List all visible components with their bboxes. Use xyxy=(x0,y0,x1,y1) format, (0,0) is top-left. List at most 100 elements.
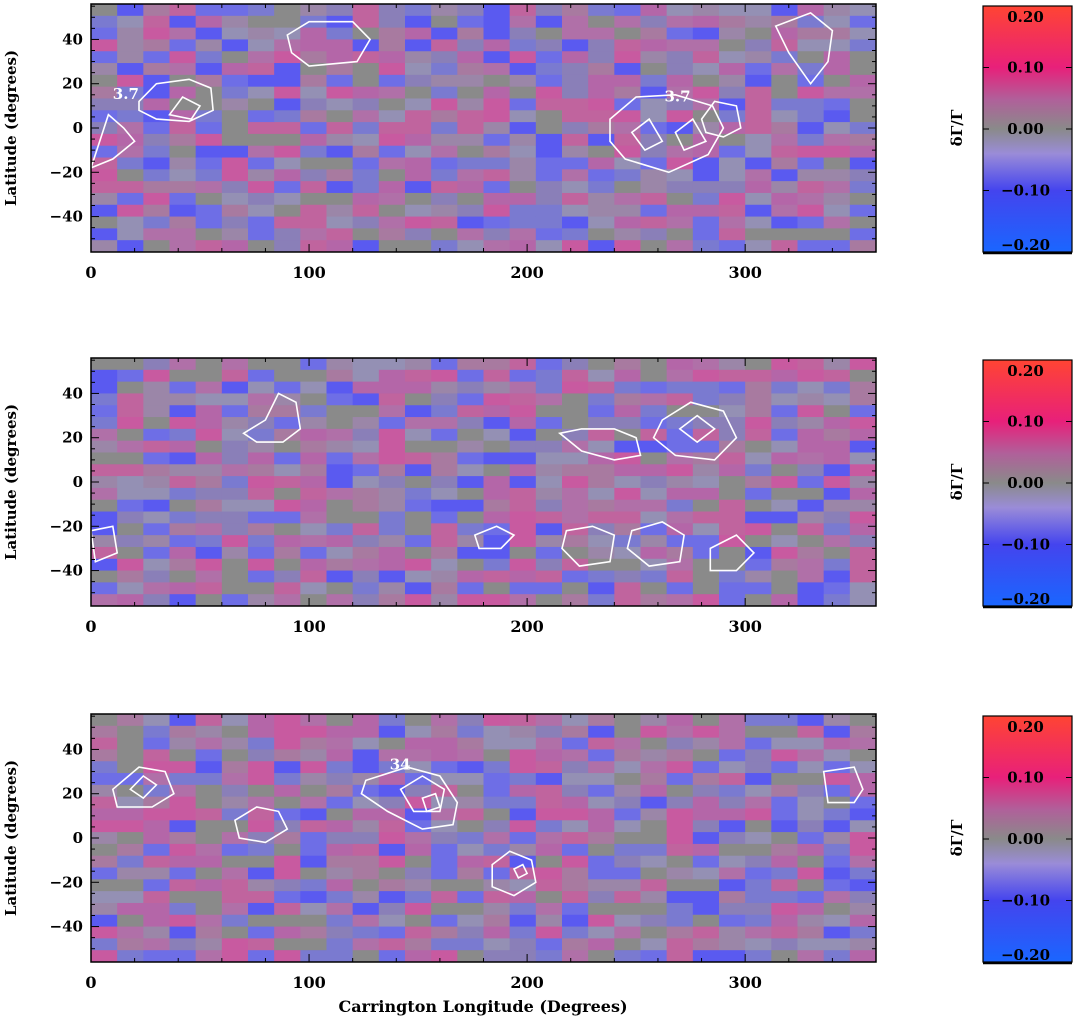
heatmap-cell xyxy=(300,523,327,536)
heatmap-cell xyxy=(248,546,275,560)
heatmap-cell xyxy=(666,428,694,442)
heatmap-cell xyxy=(692,582,720,595)
heatmap-cell xyxy=(431,428,458,442)
heatmap-cell xyxy=(719,428,746,442)
heatmap-cell xyxy=(692,523,720,536)
heatmap-cell xyxy=(719,843,746,857)
heatmap-cell xyxy=(91,796,118,809)
heatmap-cell xyxy=(405,86,432,99)
heatmap-cell xyxy=(431,511,458,524)
heatmap-cell xyxy=(849,902,877,916)
contour-line xyxy=(674,117,708,152)
heatmap-cell xyxy=(352,440,380,453)
heatmap-cell xyxy=(274,773,301,786)
x-tick-label: 300 xyxy=(728,617,761,636)
heatmap-cell xyxy=(378,417,406,430)
heatmap-cell xyxy=(745,796,772,809)
heatmap-cell xyxy=(535,511,563,524)
heatmap-cell xyxy=(509,63,537,76)
heatmap-cell xyxy=(692,938,720,951)
heatmap-cell xyxy=(849,773,877,786)
heatmap-cell xyxy=(326,820,354,833)
heatmap-cell xyxy=(509,228,537,241)
heatmap-cell xyxy=(378,428,406,442)
heatmap-cell xyxy=(797,832,825,845)
heatmap-cell xyxy=(352,157,380,170)
heatmap-cell xyxy=(849,192,877,206)
heatmap-cell xyxy=(221,204,249,218)
heatmap-cell xyxy=(378,891,406,904)
heatmap-cell xyxy=(562,110,589,123)
heatmap-cell xyxy=(248,15,275,29)
heatmap-cell xyxy=(457,594,484,607)
heatmap-cell xyxy=(719,452,746,465)
heatmap-cell xyxy=(352,902,380,916)
heatmap-cell xyxy=(143,784,170,798)
heatmap-cell xyxy=(248,867,275,880)
heatmap-cell xyxy=(91,181,118,194)
heatmap-cell xyxy=(823,98,851,111)
heatmap-cell xyxy=(562,902,589,916)
heatmap-cell xyxy=(378,39,406,52)
heatmap-cell xyxy=(666,737,694,750)
heatmap-cell xyxy=(745,749,772,762)
heatmap-cell xyxy=(666,546,694,560)
heatmap-cell xyxy=(431,204,458,218)
heatmap-cell xyxy=(745,820,772,833)
heatmap-cell xyxy=(535,902,563,916)
heatmap-cell xyxy=(248,133,275,147)
heatmap-cell xyxy=(509,464,537,477)
heatmap-cell xyxy=(666,452,694,465)
heatmap-cell xyxy=(849,4,877,17)
heatmap-cell xyxy=(352,405,380,418)
heatmap-cell xyxy=(169,369,197,383)
heatmap-cell xyxy=(719,714,746,727)
heatmap-cell xyxy=(221,570,249,583)
heatmap-cell xyxy=(797,714,825,727)
heatmap-cell xyxy=(378,216,406,229)
colorbar-label: δΓ/Γ xyxy=(948,463,966,500)
heatmap-cell xyxy=(457,63,484,76)
heatmap-cell xyxy=(117,110,144,123)
heatmap-cell xyxy=(143,428,170,442)
heatmap-cell xyxy=(378,737,406,750)
heatmap-cell xyxy=(221,452,249,465)
heatmap-cell xyxy=(274,381,301,394)
heatmap-cell xyxy=(221,499,249,513)
heatmap-cell xyxy=(405,369,432,383)
heatmap-cell xyxy=(562,855,589,869)
heatmap-cell xyxy=(588,228,615,241)
heatmap-cell xyxy=(405,926,432,939)
x-tick-label: 0 xyxy=(85,973,96,992)
heatmap-cell xyxy=(326,464,354,477)
heatmap-cell xyxy=(195,511,223,524)
heatmap-cell xyxy=(614,714,641,727)
heatmap-cell xyxy=(457,796,484,809)
heatmap-cell xyxy=(378,914,406,928)
heatmap-cell xyxy=(300,98,327,111)
heatmap-cell xyxy=(483,773,511,786)
heatmap-cell xyxy=(143,157,170,170)
heatmap-cell xyxy=(719,487,746,501)
heatmap-cell xyxy=(483,4,511,17)
heatmap-cell xyxy=(169,381,197,394)
heatmap-cell xyxy=(248,181,275,194)
contour-line xyxy=(561,525,616,567)
heatmap-cell xyxy=(431,74,458,88)
heatmap-cell xyxy=(143,192,170,206)
heatmap-cell xyxy=(666,796,694,809)
heatmap-cell xyxy=(378,393,406,406)
heatmap-cell xyxy=(562,570,589,583)
heatmap-cell xyxy=(91,452,118,465)
heatmap-cell xyxy=(745,523,772,536)
heatmap-cell xyxy=(195,749,223,762)
heatmap-cell xyxy=(483,784,511,798)
heatmap-cell xyxy=(614,737,641,750)
heatmap-cell xyxy=(640,74,668,88)
heatmap-cell xyxy=(352,417,380,430)
heatmap-cell xyxy=(169,499,197,513)
heatmap-cell xyxy=(352,487,380,501)
heatmap-cell xyxy=(745,879,772,892)
heatmap-cell xyxy=(143,499,170,513)
heatmap-cell xyxy=(431,914,458,928)
